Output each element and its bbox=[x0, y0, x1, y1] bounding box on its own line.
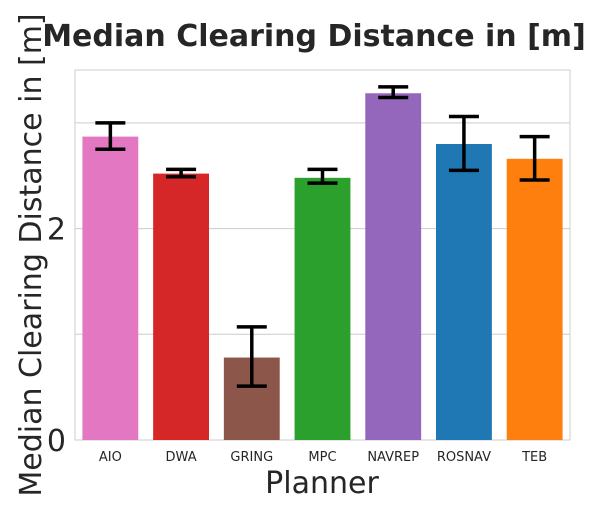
error-bar-navrep bbox=[378, 85, 409, 100]
bar-rosnav bbox=[435, 144, 492, 440]
y-tick-label: 2 bbox=[47, 213, 66, 248]
bar-dwa bbox=[153, 173, 210, 440]
chart-title: Median Clearing Distance in [m] bbox=[42, 19, 586, 54]
x-tick-label-aio: AIO bbox=[99, 450, 122, 465]
x-tick-label-dwa: DWA bbox=[166, 450, 197, 465]
y-axis-label: Median Clearing Distance in [m] bbox=[14, 13, 49, 496]
x-ticks: AIO DWA GRING MPC NAVREP ROSNAV TEB bbox=[99, 450, 547, 465]
bar-aio bbox=[82, 136, 139, 440]
bar-navrep bbox=[365, 93, 422, 440]
error-bar-aio bbox=[95, 121, 126, 152]
error-bar-rosnav bbox=[448, 114, 479, 173]
y-tick-label: 0 bbox=[47, 424, 66, 459]
bar-mpc bbox=[294, 177, 351, 441]
x-tick-label-gring: GRING bbox=[230, 450, 273, 465]
error-bar-gring bbox=[236, 325, 267, 388]
x-tick-label-mpc: MPC bbox=[308, 450, 336, 465]
x-tick-label-rosnav: ROSNAV bbox=[437, 450, 491, 465]
x-tick-label-navrep: NAVREP bbox=[367, 450, 419, 465]
error-bars bbox=[95, 85, 550, 388]
bar-teb bbox=[506, 158, 563, 441]
error-bar-mpc bbox=[307, 167, 338, 185]
error-bar-dwa bbox=[166, 167, 197, 179]
bars bbox=[82, 93, 563, 441]
error-bar-teb bbox=[519, 134, 550, 182]
x-tick-label-teb: TEB bbox=[521, 450, 547, 465]
y-ticks: 02 bbox=[47, 213, 66, 459]
x-axis-label: Planner bbox=[265, 466, 379, 501]
